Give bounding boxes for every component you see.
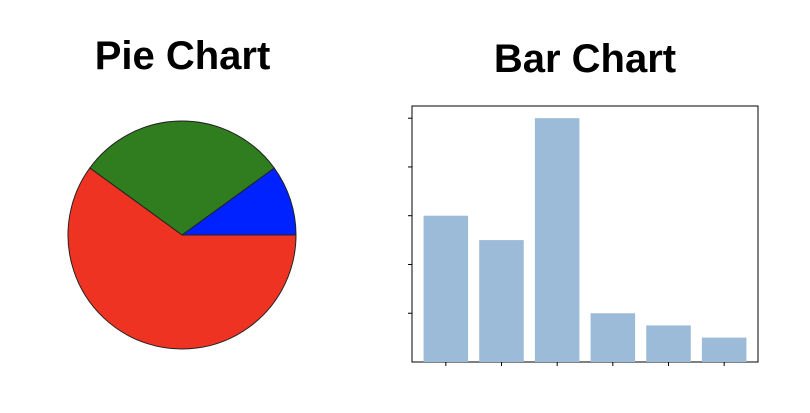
- bar: [423, 215, 469, 362]
- bar-chart-title: Bar Chart: [493, 37, 677, 81]
- bar: [701, 337, 747, 362]
- pie-slice: [89, 120, 275, 236]
- bar-chart: [408, 105, 759, 366]
- pie-slice: [181, 167, 297, 236]
- pie-chart-title: Pie Chart: [94, 34, 271, 78]
- bar: [646, 325, 691, 362]
- pie-chart: [67, 120, 297, 350]
- bar-plot-frame: [411, 105, 759, 363]
- pie-slice: [67, 167, 297, 350]
- bar: [590, 313, 636, 362]
- bar: [479, 240, 524, 362]
- bar: [534, 118, 580, 362]
